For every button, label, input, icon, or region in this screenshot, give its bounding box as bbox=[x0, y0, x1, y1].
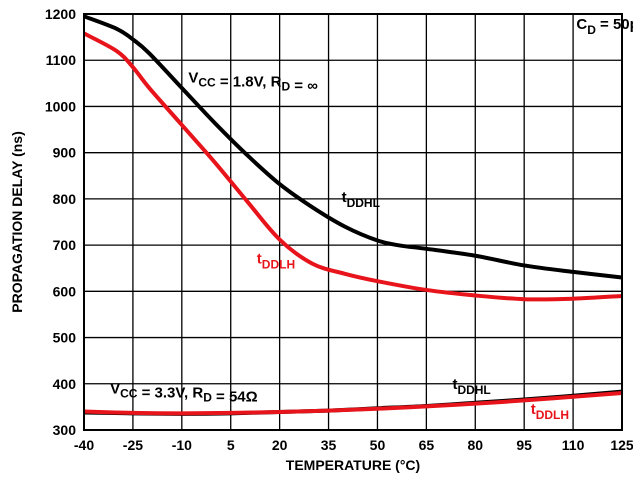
y-tick-label: 300 bbox=[53, 422, 77, 438]
x-tick-label: -10 bbox=[172, 437, 192, 453]
annotation-lbl-tddlh-33: tDDLH bbox=[531, 401, 569, 422]
annotation-lbl-tddhl-18: tDDHL bbox=[342, 189, 380, 210]
series-line-tddlh-1v8 bbox=[83, 31, 623, 302]
series-line-tddhl-1v8 bbox=[83, 14, 623, 280]
x-tick-label: 65 bbox=[419, 437, 435, 453]
annotation-lbl-tddlh-18: tDDLH bbox=[257, 251, 295, 272]
y-tick-labels: 300 400 500 600 700 800 900 1000 1100 1200 bbox=[45, 6, 76, 438]
annotation-lbl-tddhl-33: tDDHL bbox=[452, 376, 490, 397]
x-tick-label: 95 bbox=[516, 437, 532, 453]
series-lines bbox=[83, 14, 623, 416]
y-tick-label: 1000 bbox=[45, 98, 76, 114]
annotation-cond18: VCC = 1.8V, RD = ∞ bbox=[188, 69, 318, 94]
series-line-tddlh-3v3 bbox=[83, 391, 623, 416]
x-tick-label: 5 bbox=[227, 437, 235, 453]
x-tick-label: 80 bbox=[467, 437, 483, 453]
y-tick-label: 900 bbox=[53, 145, 77, 161]
x-tick-labels: -40 -25 -10 5 20 35 50 65 80 95 110 125 bbox=[74, 437, 633, 453]
y-tick-label: 1200 bbox=[45, 6, 76, 22]
gridlines bbox=[83, 13, 623, 431]
annotations: CD = 50pF VCC = 1.8V, RD = ∞ tDDHL tDDLH VCC… bbox=[110, 16, 633, 422]
annotation-cd: CD = 50pF bbox=[576, 16, 633, 37]
x-tick-label: -25 bbox=[123, 437, 143, 453]
x-tick-label: 35 bbox=[321, 437, 337, 453]
x-tick-label: -40 bbox=[74, 437, 94, 453]
y-tick-label: 1100 bbox=[46, 52, 77, 68]
y-tick-label: 800 bbox=[53, 191, 77, 207]
x-tick-label: 125 bbox=[610, 437, 633, 453]
y-tick-label: 600 bbox=[53, 283, 77, 299]
x-tick-label: 20 bbox=[272, 437, 288, 453]
y-tick-label: 400 bbox=[53, 376, 77, 392]
x-axis-title: TEMPERATURE (°C) bbox=[286, 457, 420, 473]
x-tick-label: 110 bbox=[562, 437, 585, 453]
x-tick-label: 50 bbox=[370, 437, 386, 453]
plot-frame bbox=[83, 13, 623, 431]
y-tick-label: 700 bbox=[53, 237, 77, 253]
annotation-cond33: VCC = 3.3V, RD = 54Ω bbox=[110, 380, 258, 405]
y-axis-title: PROPAGATION DELAY (ns) bbox=[9, 131, 25, 313]
y-tick-label: 500 bbox=[53, 330, 77, 346]
